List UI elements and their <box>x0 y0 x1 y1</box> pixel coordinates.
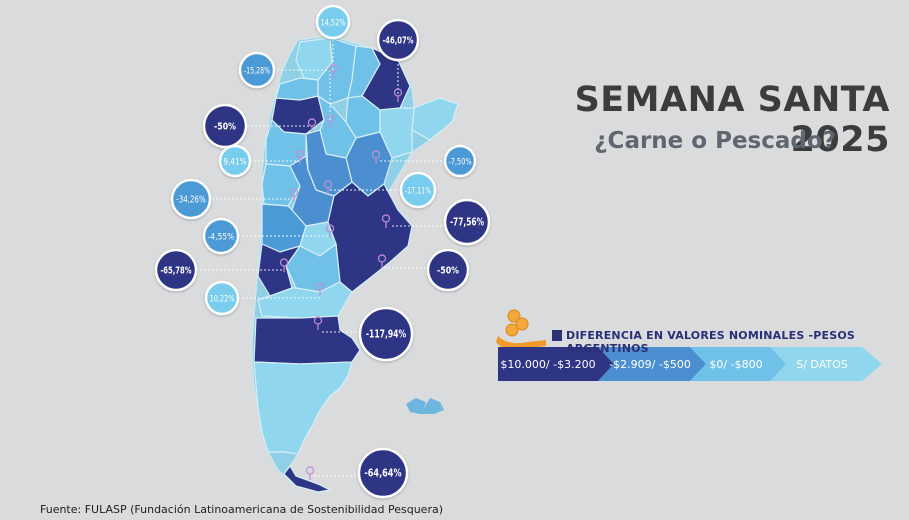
connectors <box>192 40 448 477</box>
legend-marker <box>552 330 562 341</box>
pin-icon <box>289 188 299 202</box>
value-bubble-label: -65,78% <box>161 266 192 277</box>
value-bubble-label: -50% <box>214 122 236 133</box>
value-bubble-label: -17,11% <box>405 187 432 197</box>
provinces <box>253 37 459 493</box>
province-santa-cruz[interactable] <box>253 361 353 455</box>
legend-segment <box>598 347 706 381</box>
coins-hand-icon <box>496 309 546 350</box>
value-bubble-label: -117,94% <box>366 328 406 341</box>
location-pins <box>279 64 403 480</box>
value-bubble <box>315 4 351 40</box>
page-title: SEMANA SANTA 2025 <box>574 80 890 160</box>
value-bubble <box>443 198 491 246</box>
pin-icon <box>371 150 381 164</box>
pin-icon <box>305 466 315 480</box>
value-bubble-label: -64,64% <box>364 467 401 480</box>
value-bubble-label: 14,52% <box>321 19 346 29</box>
value-bubble-label: 9,41% <box>223 158 247 168</box>
page-subtitle: ¿Carne o Pescado? <box>594 128 836 154</box>
pin-icon <box>315 282 325 296</box>
pin-icon <box>377 254 387 268</box>
value-bubble <box>204 280 240 316</box>
value-bubble-label: -7,50% <box>448 158 472 168</box>
value-bubble <box>170 178 212 220</box>
value-bubble-label: -50% <box>437 266 459 277</box>
value-bubble <box>358 306 414 362</box>
pin-icon <box>313 316 323 330</box>
value-bubble-label: 10,22% <box>210 295 235 305</box>
value-bubble-label: -46,07% <box>383 36 414 47</box>
province-misiones[interactable] <box>411 97 459 141</box>
pin-icon <box>307 118 317 132</box>
pin-icon <box>393 88 403 102</box>
pin-icon <box>328 64 338 78</box>
value-bubble <box>443 144 477 178</box>
value-bubble-label: -4,55% <box>208 233 235 243</box>
legend-segment <box>690 347 786 381</box>
province-catamarca[interactable] <box>275 77 319 101</box>
value-bubble <box>426 248 470 292</box>
pin-icon <box>279 258 289 272</box>
value-bubble-label: -15,28% <box>244 67 271 77</box>
value-bubble <box>218 144 252 178</box>
province-tierra-del-fuego[interactable] <box>283 464 332 493</box>
source-note: Fuente: FULASP (Fundación Latinoamerican… <box>40 503 444 516</box>
value-bubble <box>154 248 198 292</box>
province-chubut[interactable] <box>253 315 361 365</box>
value-bubble <box>357 447 409 499</box>
legend-title: DIFERENCIA EN VALORES NOMINALES -PESOS A… <box>566 329 856 355</box>
province-buenos-aires[interactable] <box>327 181 413 293</box>
malvinas-islands <box>406 398 444 414</box>
pin-icon <box>325 114 335 128</box>
legend-segment <box>498 347 614 381</box>
value-bubbles: 14,52% -46,07% -15,28% -50% 9,41% -7,50% -17,1… <box>154 4 491 499</box>
value-bubble <box>238 51 276 89</box>
value-bubble-label: -77,56% <box>450 216 484 229</box>
legend-segment <box>770 347 882 381</box>
value-bubble <box>399 171 437 209</box>
value-bubble-label: -34,26% <box>176 195 205 206</box>
legend-segment-label: -$2.909/ -$500 <box>609 358 691 371</box>
province-rio-negro[interactable] <box>257 281 353 319</box>
legend-segment-label: S/ DATOS <box>796 358 848 371</box>
value-bubble <box>202 103 248 149</box>
legend-arrow-band: $10.000/ -$3.200 -$2.909/ -$500 $0/ -$800 S… <box>498 347 882 381</box>
legend-segment-label: $10.000/ -$3.200 <box>500 358 595 371</box>
pin-icon <box>325 224 335 238</box>
legend-segment-label: $0/ -$800 <box>709 358 762 371</box>
value-bubble <box>202 217 240 255</box>
value-bubble <box>376 18 420 62</box>
province-neuquen[interactable] <box>257 243 302 297</box>
pin-icon <box>323 180 333 194</box>
pin-icon <box>295 150 305 164</box>
pin-icon <box>381 214 391 228</box>
